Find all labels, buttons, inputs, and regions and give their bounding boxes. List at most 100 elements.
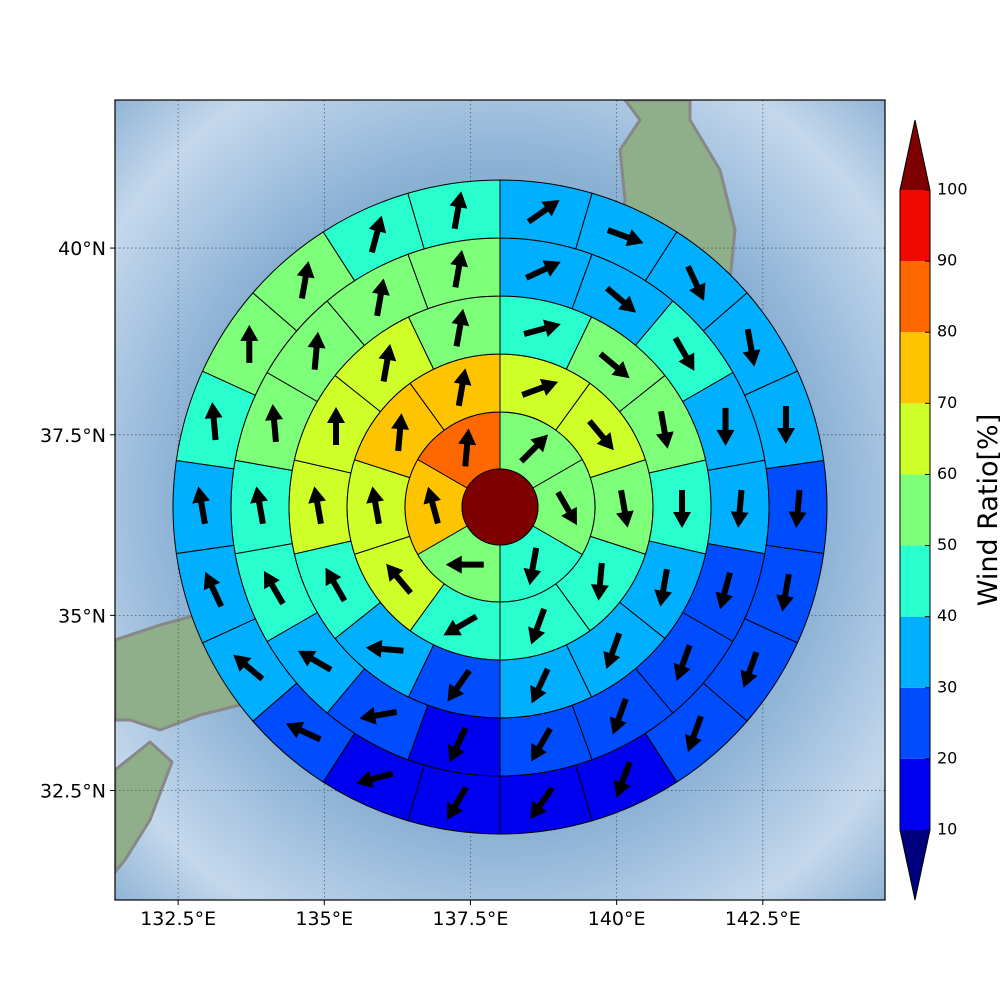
- wind-arrow: [609, 697, 629, 735]
- wind-arrow: [453, 368, 472, 407]
- wind-arrow: [672, 336, 695, 371]
- colorbar-tick-label: 80: [937, 322, 957, 341]
- colorbar-bin: [900, 545, 930, 617]
- colorbar-bin: [900, 190, 930, 262]
- wind-arrow: [458, 428, 477, 467]
- wind-arrow: [250, 486, 268, 525]
- wind-arrow: [776, 406, 795, 445]
- wind-arrow: [325, 567, 348, 603]
- wind-arrow: [307, 331, 326, 370]
- wind-arrow: [203, 571, 224, 608]
- colorbar-tick-label: 100: [937, 180, 968, 199]
- wind-arrow: [716, 407, 735, 446]
- wind-arrows: [192, 191, 807, 821]
- wind-arrow: [526, 199, 560, 225]
- colorbar-tick-label: 30: [937, 677, 957, 696]
- colorbar-bin: [900, 403, 930, 475]
- y-tick-label: 40°N: [58, 238, 106, 260]
- wind-arrow: [531, 727, 553, 762]
- wind-arrow: [555, 490, 577, 526]
- colorbar-label: Wind Ratio[%]: [973, 414, 1000, 606]
- polar-sectors: [172, 179, 828, 835]
- wind-arrow: [521, 378, 559, 398]
- axes: 132.5°E 135°E 137.5°E 140°E 142.5°E 32.5°N 35°…: [40, 238, 801, 930]
- wind-arrow: [655, 410, 674, 449]
- wind-arrow: [530, 786, 555, 820]
- wind-arrow: [523, 547, 542, 586]
- wind-arrow: [297, 650, 333, 673]
- y-tick-label: 37.5°N: [40, 425, 106, 447]
- wind-arrow: [451, 308, 470, 347]
- wind-arrow: [684, 715, 704, 752]
- wind-arrow: [308, 486, 326, 525]
- wind-arrow: [327, 407, 346, 446]
- colorbar-bin: [900, 261, 930, 333]
- wind-arrow: [368, 215, 387, 254]
- wind-arrow: [378, 344, 397, 382]
- y-tick-label: 32.5°N: [40, 780, 106, 802]
- wind-arrow: [603, 632, 623, 670]
- y-tick-label: 35°N: [58, 605, 106, 627]
- wind-arrow: [587, 419, 614, 451]
- wind-arrow: [192, 486, 210, 525]
- wind-arrow: [296, 261, 315, 300]
- wind-arrow: [449, 191, 468, 230]
- sector: [407, 179, 501, 250]
- wind-arrow: [450, 249, 469, 288]
- wind-arrow: [263, 570, 286, 606]
- wind-arrow: [519, 434, 549, 464]
- colorbar-tick-label: 40: [937, 606, 957, 625]
- wind-arrow: [423, 486, 441, 525]
- wind-arrow: [240, 324, 259, 363]
- colorbar-bin: [900, 616, 930, 688]
- wind-arrow: [654, 568, 672, 607]
- wind-arrow: [730, 489, 749, 528]
- colorbar-bin: [900, 474, 930, 546]
- wind-arrow: [359, 706, 398, 725]
- wind-arrow: [606, 227, 644, 247]
- colorbar-tick-label: 60: [937, 464, 957, 483]
- x-tick-label: 137.5°E: [433, 908, 509, 930]
- wind-arrow: [366, 486, 384, 525]
- wind-arrow: [523, 319, 561, 337]
- wind-arrow: [530, 667, 551, 704]
- wind-arrow: [598, 351, 630, 379]
- wind-arrow: [528, 607, 547, 645]
- wind-arrow: [685, 265, 706, 301]
- wind-arrow: [590, 562, 609, 601]
- colorbar: 10 20 30 40 50 60 70 80 90 100: [899, 119, 968, 901]
- wind-arrow: [448, 726, 469, 763]
- wind-arrow: [616, 489, 634, 528]
- wind-arrow: [391, 413, 410, 452]
- wind-arrow: [605, 285, 637, 313]
- wind-arrow: [233, 654, 265, 682]
- wind-arrow: [742, 328, 761, 367]
- wind-arrow: [776, 573, 794, 612]
- wind-arrow: [386, 563, 413, 595]
- wind-arrow: [265, 403, 284, 443]
- wind-arrow: [673, 490, 691, 528]
- colorbar-under: [900, 830, 930, 900]
- colorbar-bin: [900, 758, 930, 830]
- wind-arrow: [443, 613, 478, 636]
- colorbar-tick-label: 70: [937, 393, 957, 412]
- colorbar-tick-label: 50: [937, 535, 957, 554]
- wind-arrow: [788, 489, 807, 528]
- x-tick-label: 142.5°E: [725, 908, 801, 930]
- colorbar-bin: [900, 687, 930, 759]
- wind-arrow: [447, 668, 472, 702]
- plot-frame: [114, 99, 886, 901]
- wind-arrow: [372, 278, 390, 317]
- wind-arrow: [447, 785, 469, 821]
- x-tick-label: 140°E: [588, 908, 646, 930]
- colorbar-tick-label: 20: [937, 748, 957, 767]
- colorbar-tick-label: 90: [937, 251, 957, 270]
- colorbar-over: [900, 120, 930, 190]
- center-disk: [461, 468, 539, 546]
- wind-arrow: [445, 555, 484, 574]
- wind-arrow: [525, 260, 561, 281]
- x-tick-label: 135°E: [295, 908, 353, 930]
- wind-arrow: [740, 651, 760, 688]
- kyushu: [115, 740, 174, 874]
